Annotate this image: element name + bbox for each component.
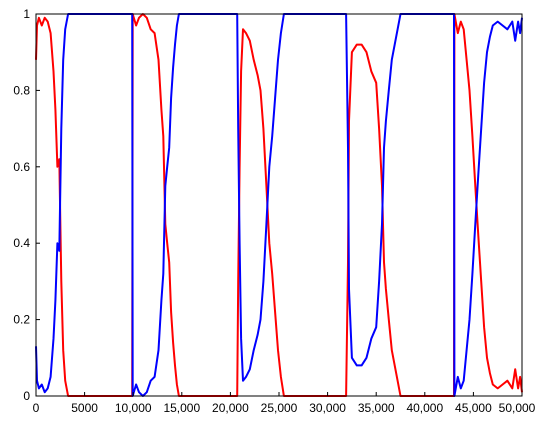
x-tick-label: 35,000 [358, 401, 395, 415]
x-tick-label: 15,000 [163, 401, 200, 415]
plot-lines [35, 13, 523, 397]
x-tick-label: 25,000 [261, 401, 298, 415]
series-line-1 [35, 13, 523, 397]
y-tick-label: 0.8 [13, 83, 30, 97]
x-axis: 0 5000 10,000 15,000 20,000 25,000 30,000 35,00… [33, 392, 536, 415]
x-tick-label: 30,000 [309, 401, 346, 415]
x-tick-label: 20,000 [212, 401, 249, 415]
x-tick-label: 10,000 [115, 401, 152, 415]
y-tick-label: 1 [23, 7, 30, 21]
x-tick-label: 45,000 [455, 401, 492, 415]
y-tick-label: 0.4 [13, 236, 30, 250]
y-tick-label: 0 [23, 389, 30, 403]
x-tick-label: 40,000 [406, 401, 443, 415]
x-tick-label: 50,000 [499, 401, 536, 415]
x-tick-label: 0 [33, 401, 40, 415]
y-tick-label: 0.2 [13, 313, 30, 327]
x-tick-label: 5000 [71, 401, 98, 415]
y-axis: 0 0.2 0.4 0.6 0.8 1 [13, 7, 40, 403]
y-tick-label: 0.6 [13, 160, 30, 174]
